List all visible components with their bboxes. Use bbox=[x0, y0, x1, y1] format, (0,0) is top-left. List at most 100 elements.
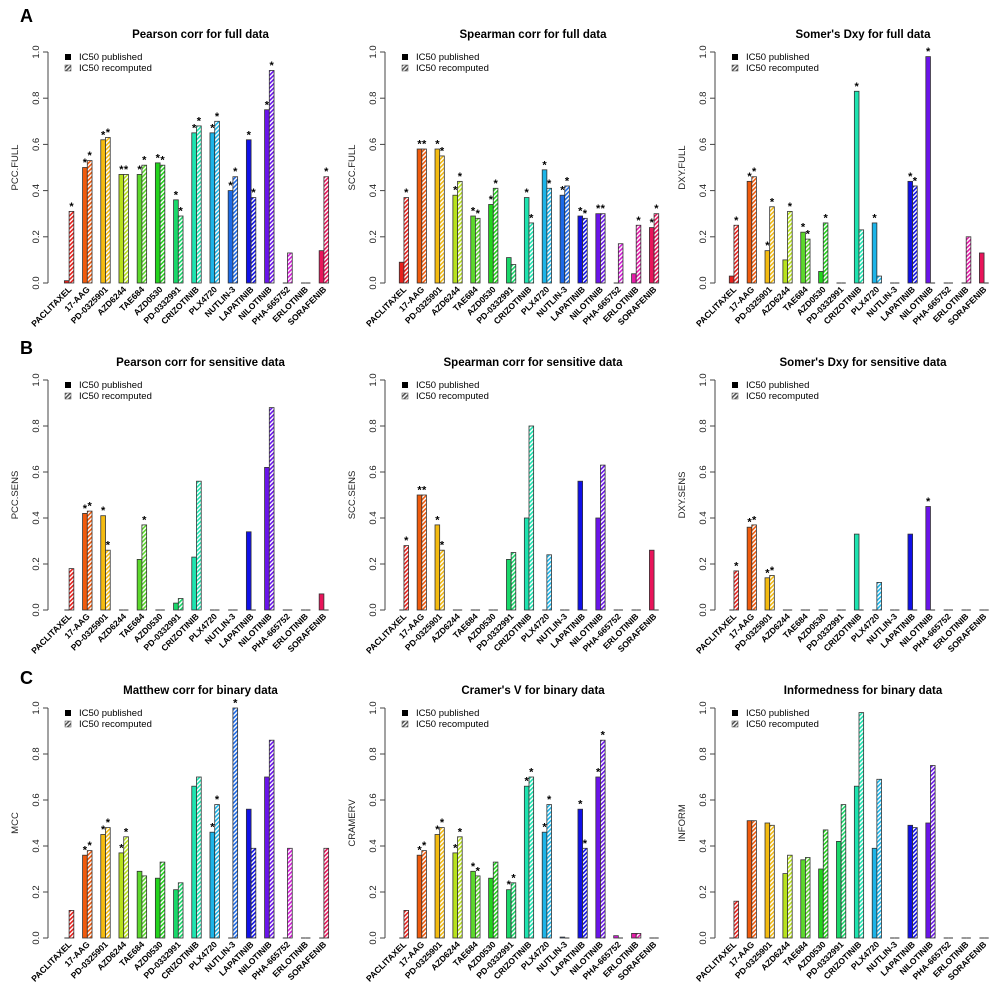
chart-matthew-corr-for-binary-data: Matthew corr for binary data 0.0 0.2 0.4 0.6… bbox=[10, 685, 330, 984]
bar-group-nutlin-3: ** bbox=[559, 175, 570, 284]
chart-title: Spearman corr for sensitive data bbox=[444, 357, 624, 369]
significance-star: * bbox=[251, 187, 256, 199]
y-tick-label: 0.4 bbox=[31, 184, 42, 197]
bar-recomputed-pd-0332991 bbox=[510, 882, 517, 939]
bar-recomputed-plx4720 bbox=[876, 778, 882, 939]
bar-recomputed-paclitaxel bbox=[68, 568, 75, 611]
bar-recomputed-pd-0332991 bbox=[177, 882, 184, 939]
bar-published-pd-0325901 bbox=[100, 834, 106, 939]
chart-title: Cramer's V for binary data bbox=[461, 685, 605, 697]
bar-recomputed-17-aag bbox=[86, 160, 93, 284]
bar-published-17-aag bbox=[416, 854, 423, 939]
bar-recomputed-sorafenib bbox=[323, 847, 330, 939]
y-tick-label: 0.6 bbox=[31, 793, 42, 806]
chart-pearson-corr-for-sensitive-data: Pearson corr for sensitive data 0.0 0.2 0.4… bbox=[10, 357, 329, 656]
bar-recomputed-nilotinib bbox=[600, 464, 606, 611]
bar-group-paclitaxel bbox=[64, 568, 75, 611]
bar-recomputed-azd6244 bbox=[787, 210, 793, 284]
y-tick-label: 0.2 bbox=[31, 230, 42, 243]
significance-star: * bbox=[583, 838, 588, 850]
bar-group-pd-0332991 bbox=[173, 598, 184, 611]
y-tick-label: 0.0 bbox=[368, 276, 379, 289]
bar-group-crizotinib: ** bbox=[191, 115, 202, 284]
bar-group-crizotinib: ** bbox=[523, 767, 534, 939]
bar-published-pd-0325901 bbox=[434, 148, 441, 284]
bar-group-pd-0332991: ** bbox=[506, 872, 517, 939]
significance-star: * bbox=[596, 767, 601, 779]
bar-published-pd-0325901 bbox=[100, 515, 106, 611]
significance-star: * bbox=[458, 171, 463, 183]
significance-star: * bbox=[806, 229, 811, 241]
bar-recomputed-nutlin-3 bbox=[232, 176, 239, 284]
significance-star: * bbox=[908, 171, 913, 183]
bar-group-paclitaxel: * bbox=[399, 535, 409, 611]
significance-star: * bbox=[440, 817, 445, 829]
bar-recomputed-17-aag bbox=[751, 820, 757, 939]
bar-recomputed-crizotinib bbox=[196, 776, 202, 939]
y-tick-label: 0.4 bbox=[698, 184, 709, 197]
legend-swatch-recomputed bbox=[731, 64, 739, 72]
significance-star: * bbox=[106, 817, 111, 829]
bar-published-tae684 bbox=[136, 174, 143, 284]
y-axis-label: SCC.SENS bbox=[347, 471, 358, 520]
bar-recomputed-azd6244 bbox=[123, 836, 129, 939]
bar-group-nutlin-3: ** bbox=[227, 166, 239, 284]
significance-star: * bbox=[525, 776, 530, 788]
bar-group-17-aag: ** bbox=[82, 840, 93, 939]
bar-group-erlotinib bbox=[631, 933, 642, 939]
significance-star: * bbox=[210, 822, 215, 834]
bar-group-paclitaxel: * bbox=[63, 201, 74, 284]
significance-star: * bbox=[228, 180, 233, 192]
bar-group-plx4720: ** bbox=[541, 159, 552, 284]
y-tick-label: 0.8 bbox=[31, 419, 42, 432]
bar-published-nilotinib bbox=[925, 822, 931, 939]
significance-star: * bbox=[752, 514, 757, 526]
bar-published-lapatinib bbox=[245, 139, 252, 284]
bar-published-sorafenib bbox=[649, 549, 655, 611]
bar-recomputed-nilotinib bbox=[600, 739, 606, 939]
y-tick-label: 0.4 bbox=[368, 839, 379, 852]
y-axis-label: MCC bbox=[10, 812, 21, 834]
bar-group-nilotinib: * bbox=[925, 496, 936, 611]
bar-published-tae684 bbox=[136, 559, 143, 611]
legend-swatch-recomputed bbox=[731, 392, 739, 400]
bar-published-azd6244 bbox=[452, 194, 458, 284]
chart-title: Somer's Dxy for sensitive data bbox=[780, 357, 948, 369]
bar-group-tae684: ** bbox=[470, 206, 481, 284]
legend-label-recomputed: IC50 recomputed bbox=[746, 63, 819, 74]
significance-star: * bbox=[734, 560, 739, 572]
significance-star: * bbox=[215, 794, 220, 806]
significance-star: * bbox=[106, 127, 111, 139]
bar-published-tae684 bbox=[470, 215, 476, 284]
bar-group-plx4720: ** bbox=[209, 794, 220, 939]
significance-star: * bbox=[422, 485, 427, 497]
bar-group-pd-0325901: ** bbox=[764, 565, 775, 611]
y-tick-label: 0.0 bbox=[698, 276, 709, 289]
significance-star: * bbox=[734, 215, 739, 227]
significance-star: * bbox=[88, 840, 93, 852]
bar-recomputed-17-aag bbox=[751, 524, 757, 611]
y-tick-label: 0.0 bbox=[31, 276, 42, 289]
y-tick-label: 1.0 bbox=[698, 45, 709, 58]
y-tick-label: 0.6 bbox=[368, 793, 379, 806]
bar-published-crizotinib bbox=[853, 785, 860, 939]
bar-group-pd-0332991 bbox=[836, 804, 847, 939]
legend-label-published: IC50 published bbox=[79, 52, 142, 63]
chart-title: Pearson corr for full data bbox=[132, 29, 269, 41]
bar-recomputed-paclitaxel bbox=[68, 910, 75, 939]
y-axis-label: PCC.SENS bbox=[10, 471, 21, 520]
bar-published-plx4720 bbox=[871, 847, 878, 939]
significance-star: * bbox=[529, 212, 534, 224]
bar-group-tae684: * bbox=[136, 514, 147, 611]
bar-group-nilotinib: * bbox=[925, 46, 936, 284]
legend-label-recomputed: IC50 recomputed bbox=[416, 63, 489, 74]
bar-recomputed-pd-0332991 bbox=[177, 598, 184, 611]
significance-star: * bbox=[578, 799, 583, 811]
bar-recomputed-azd0530 bbox=[822, 829, 829, 939]
bar-recomputed-pha-665752 bbox=[287, 252, 293, 284]
chart-title: Pearson corr for sensitive data bbox=[116, 357, 285, 369]
bar-recomputed-pd-0325901 bbox=[439, 155, 445, 284]
bar-group-sorafenib bbox=[319, 847, 330, 939]
